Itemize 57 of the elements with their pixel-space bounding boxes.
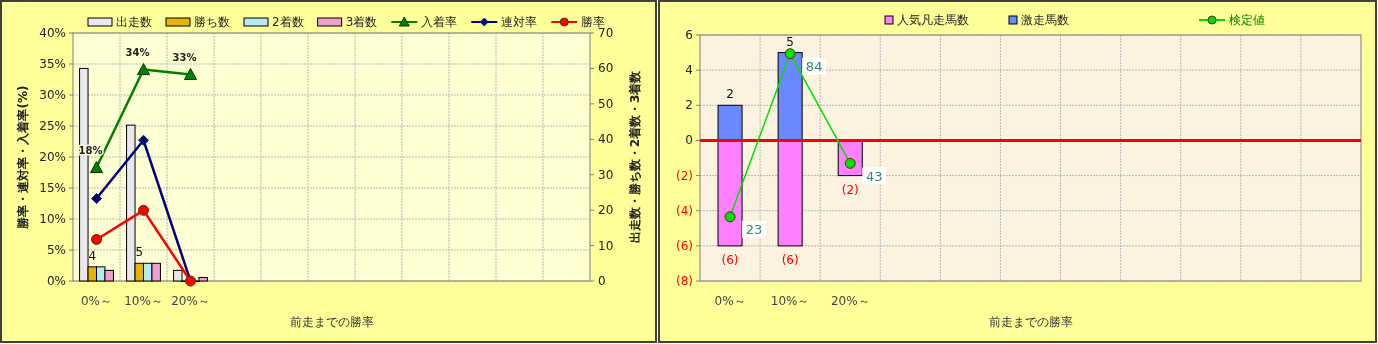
y-tick-label: 20% [39, 150, 66, 164]
data-label: 34% [125, 47, 150, 59]
x-tick-label: 20%～ [171, 294, 210, 308]
data-label: 5 [786, 34, 794, 49]
legend-label: 勝率 [581, 15, 606, 29]
legend-label: 勝ち数 [194, 15, 230, 29]
y2-tick-label: 40 [598, 132, 614, 147]
legend-label: 連対率 [501, 15, 538, 29]
y2-axis-title: 出走数・勝ち数・2着数・3着数 [628, 69, 642, 244]
data-label: (6) [781, 252, 799, 267]
y-tick-label: 25% [39, 119, 66, 133]
y-tick-label: (4) [676, 203, 693, 218]
legend-label: 3着数 [345, 15, 378, 29]
y-tick-label: (6) [676, 238, 693, 253]
x-axis-title: 前走までの勝率 [988, 315, 1073, 329]
y-tick-label: 5% [46, 243, 66, 257]
y-tick-label: (2) [676, 168, 693, 183]
x-tick-label: 20%～ [830, 294, 870, 308]
legend-label: 2着数 [272, 15, 304, 29]
y2-tick-label: 50 [598, 96, 614, 111]
y2-tick-label: 20 [598, 203, 614, 218]
y2-tick-label: 10 [598, 238, 614, 253]
data-label: 5 [135, 245, 144, 260]
data-label: 2 [726, 87, 734, 102]
y-axis-title: 勝率・連対率・入着率(%) [16, 85, 30, 230]
data-label: 33% [172, 52, 197, 64]
legend-label: 激走馬数 [1021, 13, 1069, 27]
y2-tick-label: 30 [598, 167, 614, 182]
y-tick-label: 40% [39, 26, 66, 40]
y-tick-label: 30% [39, 88, 66, 102]
x-axis-title: 前走までの勝率 [289, 315, 374, 329]
y-tick-label: (8) [676, 274, 693, 288]
y-tick-label: 6 [685, 28, 693, 42]
data-label: 84 [805, 59, 823, 75]
legend-label: 人気凡走馬数 [897, 13, 969, 27]
y2-tick-label: 70 [598, 26, 614, 40]
y-tick-label: 2 [685, 98, 693, 113]
y-tick-label: 0 [685, 133, 693, 148]
y2-tick-label: 0 [598, 274, 606, 288]
data-label: (6) [721, 252, 739, 267]
y-tick-label: 4 [685, 63, 693, 78]
legend-label: 検定値 [1229, 13, 1265, 27]
x-tick-label: 10%～ [770, 294, 810, 308]
data-label: 4 [88, 248, 97, 263]
y-tick-label: 35% [39, 57, 66, 71]
data-label: 43 [865, 168, 883, 184]
x-tick-label: 0%～ [80, 294, 113, 308]
legend-label: 出走数 [116, 15, 152, 29]
x-tick-label: 0%～ [714, 294, 746, 308]
y2-tick-label: 60 [598, 61, 614, 76]
y-tick-label: 0% [46, 274, 66, 288]
y-tick-label: 10% [39, 212, 66, 226]
data-label: (2) [841, 182, 859, 197]
data-label: 23 [745, 222, 763, 238]
x-tick-label: 10%～ [124, 294, 163, 308]
legend-label: 入着率 [421, 15, 458, 29]
y-tick-label: 15% [39, 181, 66, 195]
